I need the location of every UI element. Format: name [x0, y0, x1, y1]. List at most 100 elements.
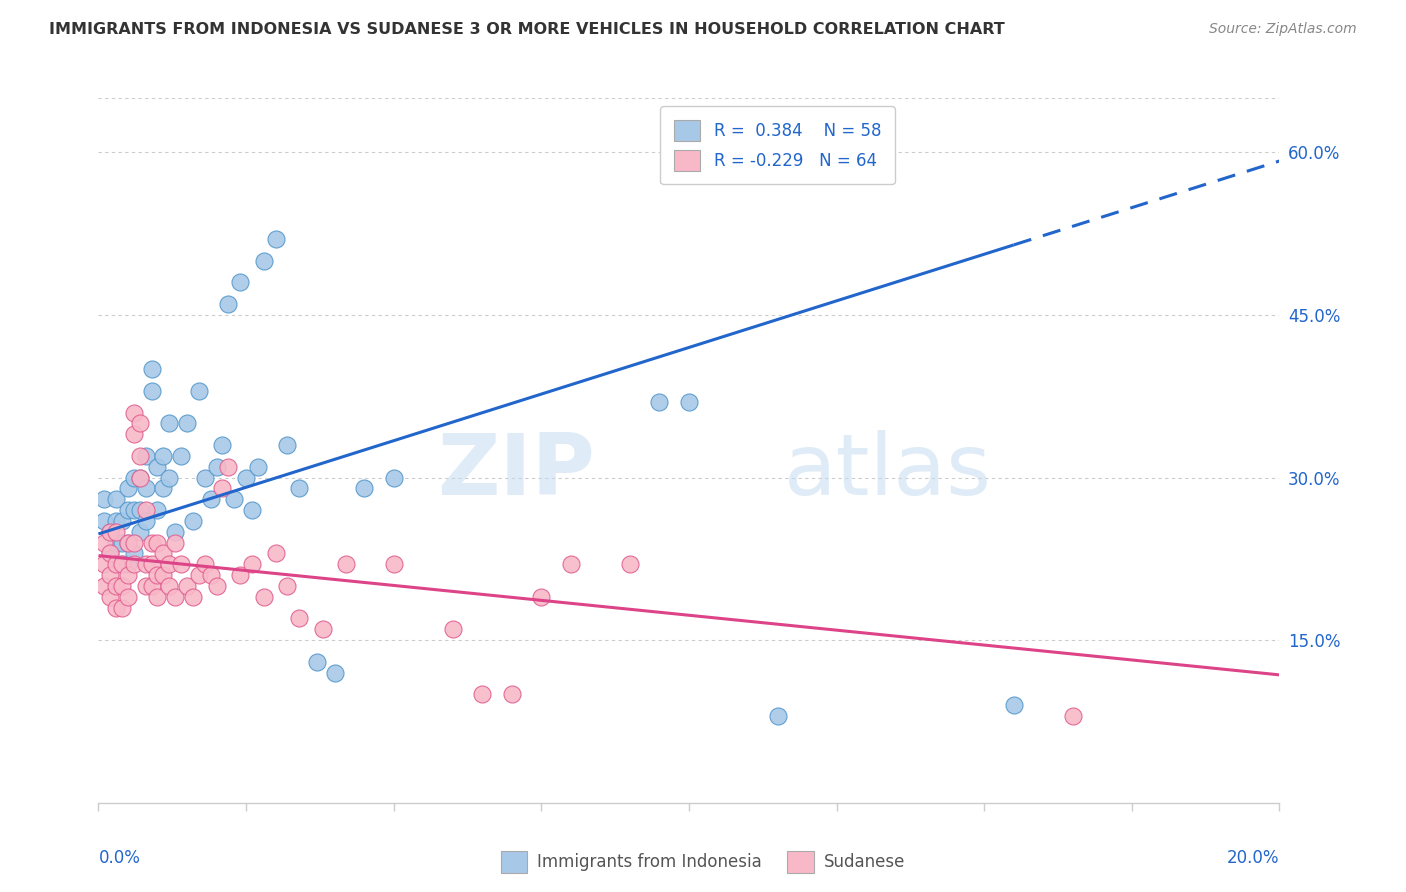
Point	[135, 503, 157, 517]
Point	[253, 253, 276, 268]
Point	[117, 590, 139, 604]
Point	[141, 535, 163, 549]
Point	[128, 470, 150, 484]
Point	[501, 687, 523, 701]
Point	[181, 514, 204, 528]
Point	[98, 546, 121, 560]
Point	[1062, 709, 1084, 723]
Point	[128, 470, 150, 484]
Point	[98, 568, 121, 582]
Point	[264, 232, 287, 246]
Point	[157, 579, 180, 593]
Point	[152, 546, 174, 560]
Point	[187, 384, 209, 398]
Point	[105, 524, 128, 539]
Point	[157, 470, 180, 484]
Point	[170, 449, 193, 463]
Point	[117, 568, 139, 582]
Point	[122, 503, 145, 517]
Text: IMMIGRANTS FROM INDONESIA VS SUDANESE 3 OR MORE VEHICLES IN HOUSEHOLD CORRELATIO: IMMIGRANTS FROM INDONESIA VS SUDANESE 3 …	[49, 22, 1005, 37]
Point	[211, 438, 233, 452]
Point	[117, 535, 139, 549]
Point	[105, 600, 128, 615]
Point	[135, 579, 157, 593]
Point	[122, 470, 145, 484]
Point	[240, 558, 263, 572]
Point	[530, 590, 553, 604]
Point	[122, 558, 145, 572]
Point	[111, 579, 134, 593]
Point	[141, 384, 163, 398]
Point	[93, 535, 115, 549]
Point	[276, 579, 298, 593]
Point	[117, 482, 139, 496]
Point	[122, 535, 145, 549]
Legend: R =  0.384    N = 58, R = -0.229   N = 64: R = 0.384 N = 58, R = -0.229 N = 64	[661, 106, 894, 185]
Point	[288, 611, 311, 625]
Point	[146, 590, 169, 604]
Point	[135, 558, 157, 572]
Point	[157, 558, 180, 572]
Point	[146, 568, 169, 582]
Point	[382, 558, 405, 572]
Point	[276, 438, 298, 452]
Point	[323, 665, 346, 680]
Point	[146, 459, 169, 474]
Point	[98, 524, 121, 539]
Point	[382, 470, 405, 484]
Point	[217, 297, 239, 311]
Point	[117, 535, 139, 549]
Point	[560, 558, 582, 572]
Point	[128, 417, 150, 431]
Point	[157, 417, 180, 431]
Point	[98, 546, 121, 560]
Point	[240, 503, 263, 517]
Point	[105, 492, 128, 507]
Point	[678, 394, 700, 409]
Point	[93, 558, 115, 572]
Point	[93, 514, 115, 528]
Point	[224, 492, 246, 507]
Point	[176, 579, 198, 593]
Point	[211, 482, 233, 496]
Point	[194, 558, 217, 572]
Point	[288, 482, 311, 496]
Point	[111, 558, 134, 572]
Point	[93, 579, 115, 593]
Point	[165, 524, 187, 539]
Point	[1002, 698, 1025, 713]
Point	[122, 546, 145, 560]
Point	[105, 579, 128, 593]
Point	[111, 600, 134, 615]
Point	[253, 590, 276, 604]
Point	[766, 709, 789, 723]
Point	[152, 449, 174, 463]
Point	[200, 568, 222, 582]
Point	[205, 459, 228, 474]
Point	[141, 362, 163, 376]
Point	[111, 514, 134, 528]
Point	[98, 524, 121, 539]
Point	[194, 470, 217, 484]
Point	[122, 405, 145, 419]
Point	[165, 590, 187, 604]
Point	[205, 579, 228, 593]
Point	[141, 579, 163, 593]
Point	[312, 623, 335, 637]
Point	[146, 503, 169, 517]
Point	[441, 623, 464, 637]
Point	[305, 655, 328, 669]
Point	[135, 514, 157, 528]
Point	[146, 535, 169, 549]
Point	[128, 503, 150, 517]
Point	[165, 535, 187, 549]
Point	[135, 449, 157, 463]
Point	[105, 558, 128, 572]
Point	[181, 590, 204, 604]
Point	[229, 276, 252, 290]
Point	[105, 514, 128, 528]
Point	[246, 459, 269, 474]
Text: ZIP: ZIP	[437, 430, 595, 513]
Point	[200, 492, 222, 507]
Point	[187, 568, 209, 582]
